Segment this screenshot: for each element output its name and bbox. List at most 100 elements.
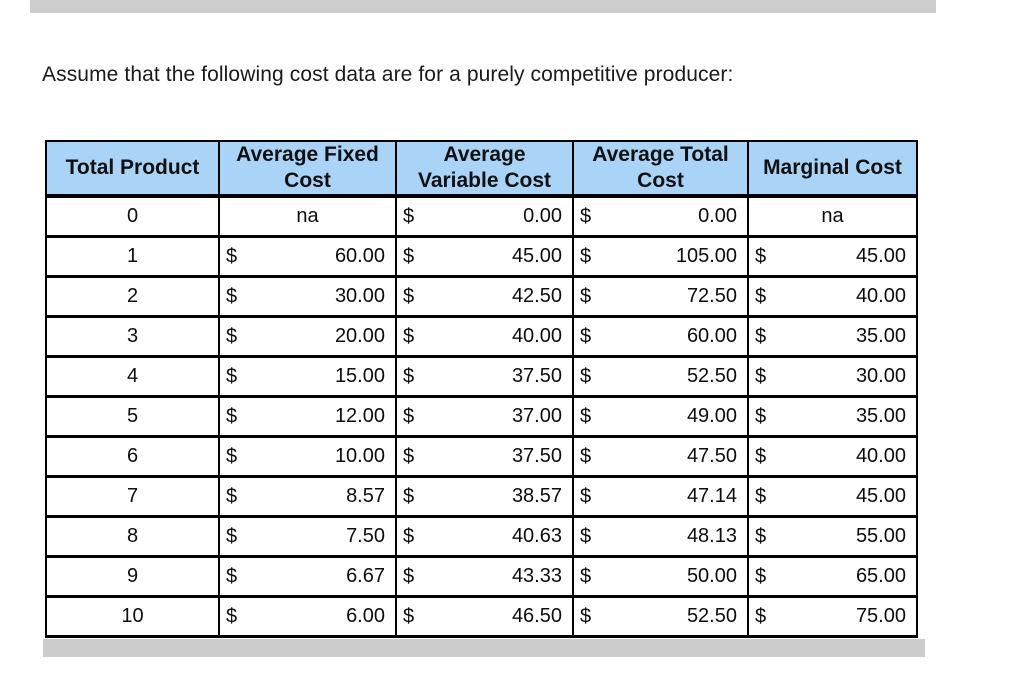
cell-average-fixed-cost: $30.00: [218, 275, 397, 318]
cell-marginal-cost: $55.00: [747, 515, 918, 558]
cell-total-product: 8: [45, 515, 220, 558]
cost-table-header: Total Product Average Fixed Cost Average…: [45, 140, 918, 198]
cell-marginal-cost: $35.00: [747, 395, 918, 438]
cell-average-total-cost: $49.00: [572, 395, 749, 438]
cell-value: 10.00: [334, 445, 385, 467]
cell-average-fixed-cost: $6.67: [218, 555, 397, 598]
dollar-sign: $: [755, 565, 767, 587]
cell-value: 49.00: [686, 405, 737, 427]
cell-value: 43.33: [511, 565, 562, 587]
cell-value: 8.57: [346, 485, 385, 507]
cell-marginal-cost: $30.00: [747, 355, 918, 398]
dollar-sign: $: [755, 525, 767, 547]
cell-total-product: 0: [45, 194, 220, 238]
cell-value: 37.00: [511, 405, 562, 427]
cell-marginal-cost: $45.00: [747, 235, 918, 278]
cell-average-variable-cost: $37.50: [395, 355, 574, 398]
dollar-sign: $: [403, 605, 415, 627]
cell-value: 65.00: [855, 565, 906, 587]
cell-average-total-cost: $72.50: [572, 275, 749, 318]
dollar-sign: $: [580, 605, 592, 627]
dollar-sign: $: [226, 325, 238, 347]
cell-average-variable-cost: $38.57: [395, 475, 574, 518]
cell-marginal-cost: $35.00: [747, 315, 918, 358]
cell-value: 45.00: [511, 245, 562, 267]
dollar-sign: $: [755, 365, 767, 387]
dollar-sign: $: [403, 365, 415, 387]
cell-value: 50.00: [686, 565, 737, 587]
cell-value: 40.00: [511, 325, 562, 347]
dollar-sign: $: [226, 365, 238, 387]
dollar-sign: $: [580, 485, 592, 507]
cell-average-variable-cost: $46.50: [395, 595, 574, 638]
question-text: Assume that the following cost data are …: [42, 63, 734, 86]
cell-marginal-cost: $40.00: [747, 275, 918, 318]
cell-marginal-cost: $45.00: [747, 475, 918, 518]
dollar-sign: $: [226, 605, 238, 627]
cell-total-product: 3: [45, 315, 220, 358]
table-row: 9 $6.67 $43.33 $50.00 $65.00: [45, 555, 918, 598]
dollar-sign: $: [755, 605, 767, 627]
cell-average-variable-cost: $40.00: [395, 315, 574, 358]
dollar-sign: $: [403, 285, 415, 307]
cell-average-total-cost: $60.00: [572, 315, 749, 358]
cell-marginal-cost: na: [747, 194, 918, 238]
cell-value: 6.67: [346, 565, 385, 587]
cost-table-body: 0 na $0.00 $0.00 na 1 $60.00 $45.00 $105…: [45, 194, 918, 638]
cell-value: 37.50: [511, 445, 562, 467]
cell-total-product: 2: [45, 275, 220, 318]
dollar-sign: $: [580, 285, 592, 307]
col-header-average-fixed-cost: Average Fixed Cost: [218, 140, 397, 198]
cell-average-variable-cost: $45.00: [395, 235, 574, 278]
table-row: 3 $20.00 $40.00 $60.00 $35.00: [45, 315, 918, 358]
cell-average-fixed-cost: $12.00: [218, 395, 397, 438]
cell-marginal-cost: $75.00: [747, 595, 918, 638]
header-row: Total Product Average Fixed Cost Average…: [45, 140, 918, 198]
cell-average-total-cost: $105.00: [572, 235, 749, 278]
cell-average-total-cost: $47.14: [572, 475, 749, 518]
cell-value: 37.50: [511, 365, 562, 387]
dollar-sign: $: [755, 245, 767, 267]
col-header-marginal-cost: Marginal Cost: [747, 140, 918, 198]
cell-value: 30.00: [334, 285, 385, 307]
cell-total-product: 6: [45, 435, 220, 478]
dollar-sign: $: [580, 525, 592, 547]
cell-average-variable-cost: $43.33: [395, 555, 574, 598]
dollar-sign: $: [755, 405, 767, 427]
cell-value: na: [821, 205, 844, 227]
dollar-sign: $: [403, 205, 415, 227]
col-header-average-variable-cost: Average Variable Cost: [395, 140, 574, 198]
horizontal-scrollbar[interactable]: [43, 639, 925, 657]
cell-average-total-cost: $50.00: [572, 555, 749, 598]
dollar-sign: $: [226, 445, 238, 467]
table-row: 5 $12.00 $37.00 $49.00 $35.00: [45, 395, 918, 438]
cell-value: 46.50: [511, 605, 562, 627]
cell-average-fixed-cost: $6.00: [218, 595, 397, 638]
cell-value: 105.00: [675, 245, 737, 267]
cell-value: 72.50: [686, 285, 737, 307]
cell-value: 38.57: [511, 485, 562, 507]
dollar-sign: $: [226, 525, 238, 547]
cell-value: 47.14: [686, 485, 737, 507]
cell-value: 60.00: [686, 325, 737, 347]
cell-total-product: 1: [45, 235, 220, 278]
cell-value: 52.50: [686, 365, 737, 387]
cell-value: 47.50: [686, 445, 737, 467]
cell-average-fixed-cost: $15.00: [218, 355, 397, 398]
cell-value: 48.13: [686, 525, 737, 547]
table-row: 4 $15.00 $37.50 $52.50 $30.00: [45, 355, 918, 398]
cell-value: 12.00: [334, 405, 385, 427]
dollar-sign: $: [226, 245, 238, 267]
cell-total-product: 5: [45, 395, 220, 438]
cell-average-fixed-cost: $7.50: [218, 515, 397, 558]
col-header-total-product: Total Product: [45, 140, 220, 198]
cell-value: 0.00: [523, 205, 562, 227]
cell-value: 20.00: [334, 325, 385, 347]
dollar-sign: $: [580, 325, 592, 347]
cell-value: 40.00: [855, 285, 906, 307]
cell-value: 30.00: [855, 365, 906, 387]
table-row: 0 na $0.00 $0.00 na: [45, 194, 918, 238]
dollar-sign: $: [580, 365, 592, 387]
cell-average-variable-cost: $0.00: [395, 194, 574, 238]
